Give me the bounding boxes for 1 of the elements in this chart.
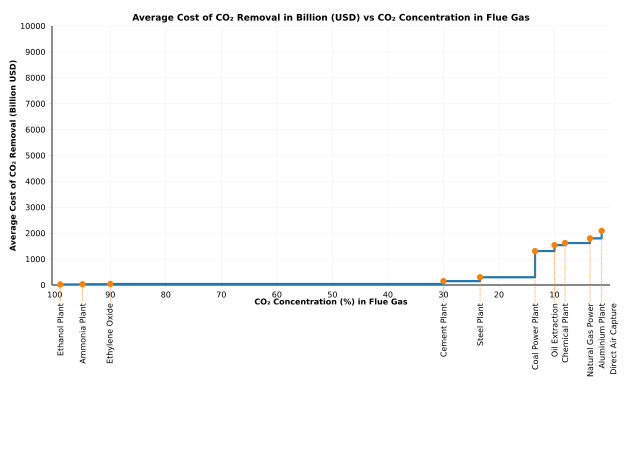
chart-title: Average Cost of CO₂ Removal in Billion (USD) vs CO₂ Concentration in Flue Gas xyxy=(132,14,530,22)
